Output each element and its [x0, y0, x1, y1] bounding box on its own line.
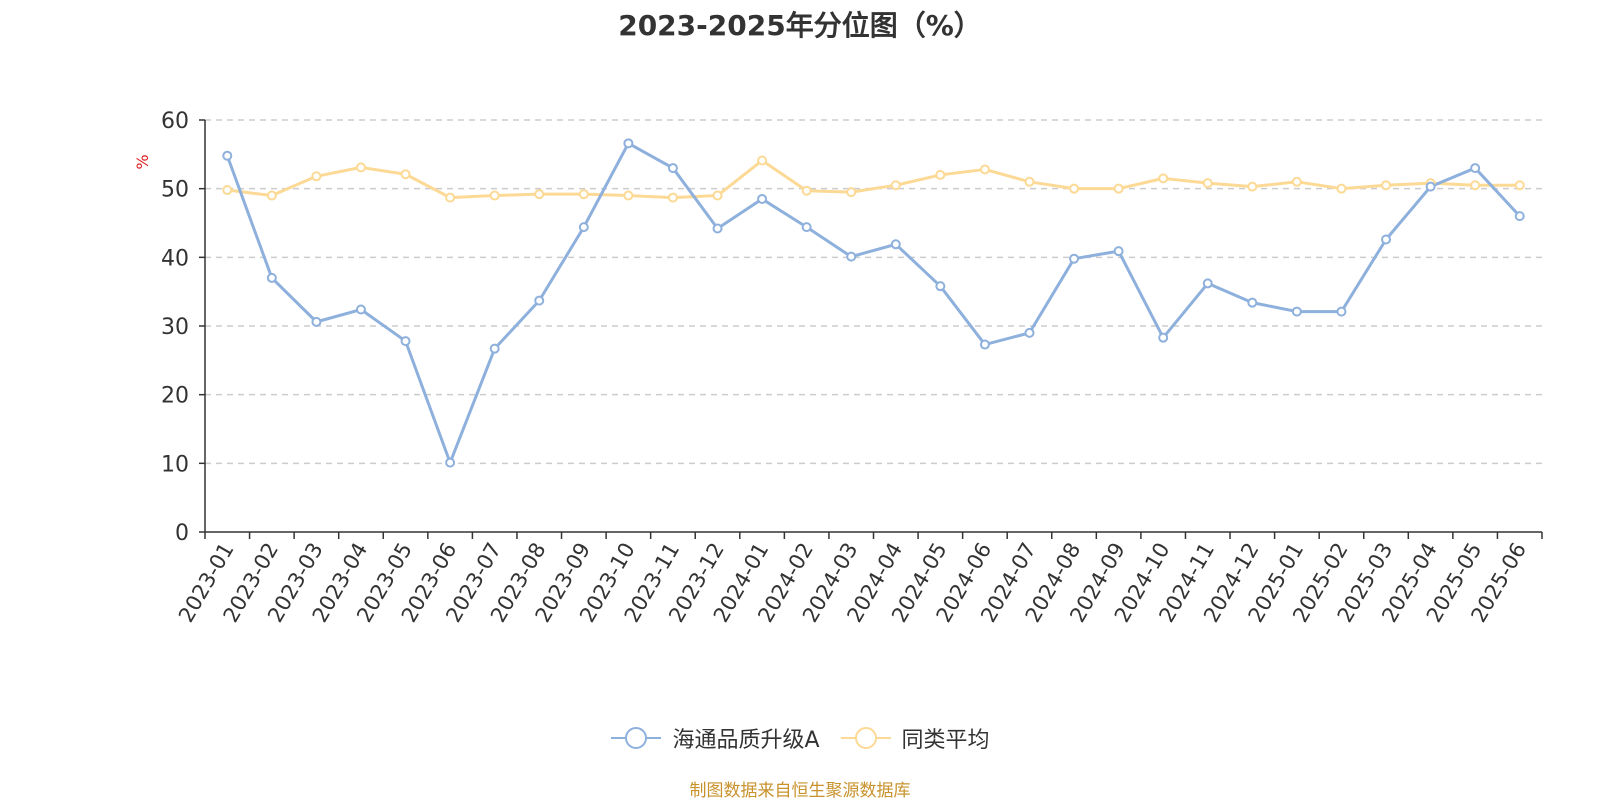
data-point-a [1336, 306, 1347, 317]
data-point-b [311, 171, 322, 182]
data-point-b [712, 190, 723, 201]
data-point-a [578, 222, 589, 233]
data-point-b [1024, 176, 1035, 187]
data-point-a [1470, 163, 1481, 174]
series-line-a [225, 141, 1522, 465]
y-tick-label: 40 [161, 246, 189, 271]
y-tick-label: 0 [175, 521, 189, 546]
data-point-b [266, 190, 277, 201]
data-point-b [1158, 173, 1169, 184]
data-point-a [1158, 332, 1169, 343]
data-point-a [1024, 327, 1035, 338]
data-point-b [846, 187, 857, 198]
data-point-a [311, 316, 322, 327]
legend-item-series-a[interactable]: 海通品质升级A [610, 722, 820, 754]
data-point-b [1291, 176, 1302, 187]
data-point-b [400, 169, 411, 180]
data-point-a [1247, 297, 1258, 308]
data-point-a [266, 272, 277, 283]
legend: 海通品质升级A 同类平均 [0, 722, 1600, 754]
data-point-a [846, 251, 857, 262]
data-point-b [578, 189, 589, 200]
legend-label-series-b: 同类平均 [901, 728, 990, 753]
data-point-a [445, 457, 456, 468]
data-point-a [712, 223, 723, 234]
data-point-b [445, 192, 456, 203]
y-tick-label: 60 [161, 109, 189, 134]
data-point-a [1425, 181, 1436, 192]
data-point-b [222, 185, 233, 196]
data-point-b [890, 180, 901, 191]
data-point-a [979, 339, 990, 350]
data-point-a [757, 193, 768, 204]
data-point-b [667, 192, 678, 203]
data-point-a [489, 343, 500, 354]
data-point-b [757, 155, 768, 166]
data-point-a [1069, 253, 1080, 264]
data-point-a [1514, 211, 1525, 222]
data-point-b [935, 169, 946, 180]
data-point-a [222, 150, 233, 161]
legend-item-series-b[interactable]: 同类平均 [840, 722, 990, 754]
legend-line-circle-icon [611, 727, 662, 749]
data-point-b [489, 190, 500, 201]
y-tick-label: 10 [161, 452, 189, 477]
data-point-a [400, 336, 411, 347]
data-point-b [623, 190, 634, 201]
y-tick-label: 50 [161, 178, 189, 203]
y-axis-label: % [133, 154, 152, 169]
series-line-b [225, 159, 1522, 200]
data-point-a [890, 239, 901, 250]
data-point-b [534, 189, 545, 200]
data-point-a [667, 163, 678, 174]
data-point-b [1069, 183, 1080, 194]
data-point-a [1113, 246, 1124, 257]
data-point-b [1113, 183, 1124, 194]
data-point-b [355, 162, 366, 173]
data-point-a [801, 222, 812, 233]
data-point-b [1381, 180, 1392, 191]
data-point-b [979, 164, 990, 175]
data-point-a [623, 138, 634, 149]
data-point-a [534, 295, 545, 306]
data-point-a [1202, 278, 1213, 289]
legend-label-series-a: 海通品质升级A [672, 728, 820, 753]
legend-line-circle-icon [840, 727, 891, 749]
data-point-a [935, 281, 946, 292]
data-point-b [1514, 180, 1525, 191]
data-point-b [801, 185, 812, 196]
data-point-b [1470, 180, 1481, 191]
data-point-b [1336, 183, 1347, 194]
source-footer: 制图数据来自恒生聚源数据库 [689, 781, 911, 801]
data-point-b [1247, 181, 1258, 192]
y-tick-label: 20 [161, 384, 189, 409]
data-point-b [1202, 178, 1213, 189]
y-tick-label: 30 [161, 315, 189, 340]
data-point-a [1381, 234, 1392, 245]
data-point-a [355, 304, 366, 315]
chart-title: 2023-2025年分位图（%） [618, 9, 982, 42]
data-point-a [1291, 306, 1302, 317]
